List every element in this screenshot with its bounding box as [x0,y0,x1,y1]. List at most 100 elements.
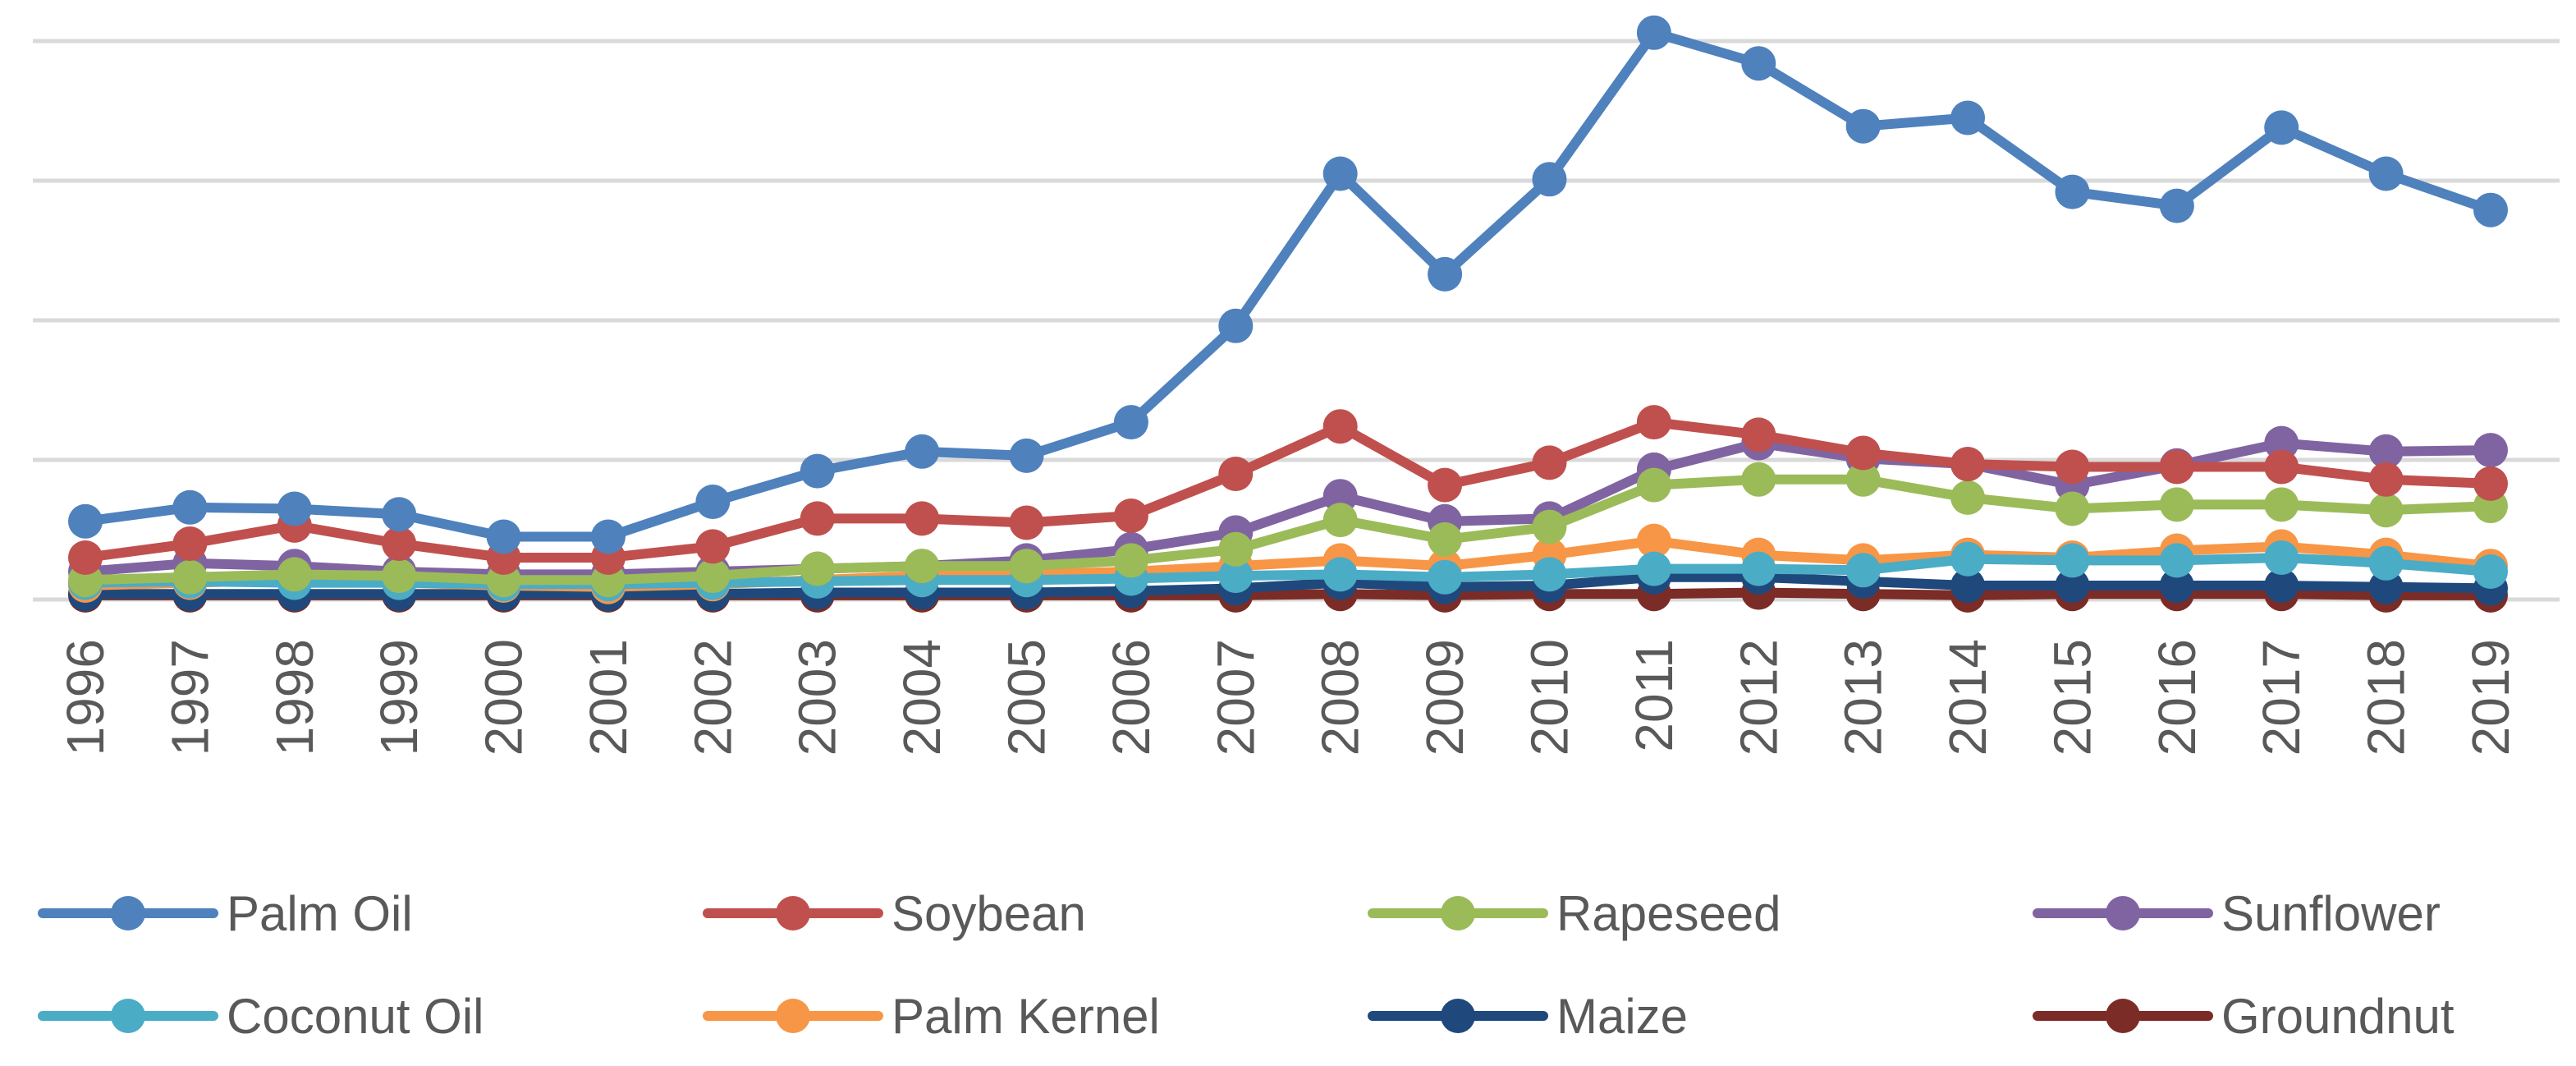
data-point [1113,405,1148,440]
x-axis-tick-labels: 1996 1997 1998 1999 2000 2001 2002 2003 2004 2005… [56,639,2520,756]
data-point [1532,509,1567,544]
data-point [695,485,731,519]
legend-swatch-marker [2106,896,2140,930]
x-tick-label: 2002 [683,639,742,756]
data-point [277,491,312,526]
x-tick-label: 2017 [2252,639,2311,756]
legend: Palm Oil Soybean Rapeseed Sunflower Coconut … [38,886,2455,1044]
series-soybean [68,405,2508,575]
data-point [382,526,417,561]
legend-swatch-marker [1441,896,1475,930]
data-point [1322,156,1358,191]
data-point [1113,499,1148,533]
series-line [80,474,2496,586]
data-point [2055,449,2090,485]
data-point [1218,531,1254,567]
data-point [1950,447,1986,482]
data-point [695,529,731,564]
legend-item-coconut-oil: Coconut Oil [38,989,484,1044]
x-tick-label: 2008 [1311,639,1370,756]
legend-label: Groundnut [2221,989,2455,1044]
data-point [2264,568,2299,603]
data-point [2368,493,2404,528]
data-point [382,558,417,594]
data-point [2473,466,2508,501]
data-point [2368,569,2404,604]
x-tick-label: 2009 [1415,639,1474,756]
series-layer [68,15,2508,613]
data-point [1009,505,1044,540]
data-point [2264,449,2299,485]
data-point [2368,462,2404,497]
data-point [905,434,940,469]
x-tick-label: 2004 [892,639,951,756]
data-point [1636,523,1671,558]
data-point [1218,308,1254,343]
x-tick-label: 2015 [2042,639,2102,756]
series-rapeseed [68,462,2508,598]
legend-item-soybean: Soybean [703,886,1086,941]
legend-item-palm-kernel: Palm Kernel [703,989,1160,1044]
data-point [1113,543,1148,578]
x-tick-label: 1996 [56,639,115,756]
data-point [2473,192,2508,227]
x-tick-label: 1999 [369,639,429,756]
data-point [382,497,417,532]
legend-swatch-marker [111,999,145,1033]
data-point [1636,467,1671,503]
x-tick-label: 2000 [474,639,534,756]
x-tick-label: 1998 [265,639,324,756]
data-point [1950,480,1986,515]
x-tick-label: 2013 [1834,639,1893,756]
data-point [2055,174,2090,209]
data-point [172,559,208,595]
data-point [2473,554,2508,589]
data-point [1950,541,1986,577]
legend-label: Palm Oil [227,886,413,941]
legend-label: Maize [1556,989,1688,1044]
x-tick-label: 2003 [788,639,847,756]
data-point [1636,405,1671,440]
x-tick-label: 2016 [2147,639,2207,756]
legend-swatch-marker [1441,999,1475,1033]
data-point [2368,434,2404,469]
data-point [2473,433,2508,468]
x-tick-label: 2012 [1729,639,1788,756]
x-tick-label: 1997 [160,639,219,756]
legend-swatch-marker [776,999,810,1033]
data-point [590,519,626,554]
legend-item-sunflower: Sunflower [2033,886,2441,941]
data-point [2368,156,2404,191]
legend-label: Palm Kernel [892,989,1160,1044]
data-point [1741,46,1776,81]
data-point [1845,553,1881,588]
data-point [2055,568,2090,603]
legend-label: Coconut Oil [227,989,484,1044]
legend-label: Rapeseed [1556,886,1781,941]
data-point [1428,467,1463,503]
x-tick-label: 2007 [1206,639,1265,756]
series-line [80,27,2496,542]
data-point [172,489,208,525]
data-point [2055,491,2090,526]
data-point [1845,462,1881,497]
data-point [68,540,103,575]
x-tick-label: 2011 [1625,639,1684,752]
legend-item-maize: Maize [1368,989,1688,1044]
data-point [1845,108,1881,144]
data-point [1532,162,1567,197]
legend-swatch-marker [2106,999,2140,1033]
x-tick-label: 2019 [2461,639,2520,756]
data-point [1741,417,1776,453]
series-line [80,438,2496,580]
data-point [800,453,835,489]
data-point [2159,188,2194,223]
data-point [2159,543,2194,578]
series-line [80,572,2496,600]
x-tick-label: 2018 [2357,639,2416,756]
data-point [172,526,208,561]
data-point [800,551,835,586]
x-tick-label: 2006 [1102,639,1161,756]
data-point [1845,435,1881,471]
